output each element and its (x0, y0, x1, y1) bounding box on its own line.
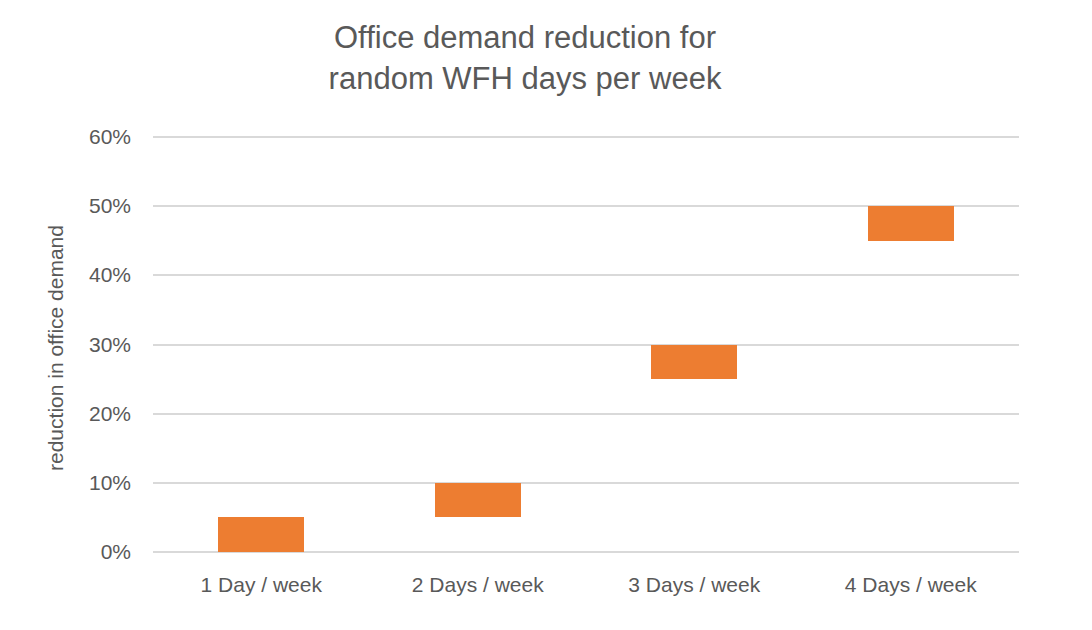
gridline-30pct (153, 344, 1019, 346)
y-tick-label: 40% (40, 263, 131, 287)
y-tick-label: 0% (40, 540, 131, 564)
x-tick-label: 3 Days / week (586, 573, 803, 597)
chart-title: Office demand reduction for random WFH d… (0, 18, 1050, 100)
y-tick-label: 10% (40, 471, 131, 495)
x-tick-label: 4 Days / week (803, 573, 1020, 597)
plot-area (153, 137, 1019, 552)
y-tick-label: 20% (40, 402, 131, 426)
range-bar-2-days-week (435, 483, 521, 518)
gridline-40pct (153, 274, 1019, 276)
chart-title-line-1: Office demand reduction for (0, 18, 1050, 59)
x-tick-label: 1 Day / week (153, 573, 370, 597)
y-tick-label: 60% (40, 125, 131, 149)
range-bar-3-days-week (651, 345, 737, 380)
chart-container: Office demand reduction for random WFH d… (0, 0, 1092, 630)
y-tick-label: 30% (40, 333, 131, 357)
gridline-60pct (153, 136, 1019, 138)
chart-title-line-2: random WFH days per week (0, 59, 1050, 100)
gridline-10pct (153, 482, 1019, 484)
gridline-20pct (153, 413, 1019, 415)
y-tick-label: 50% (40, 194, 131, 218)
range-bar-4-days-week (868, 206, 954, 241)
x-tick-label: 2 Days / week (370, 573, 587, 597)
range-bar-1-day-week (218, 517, 304, 552)
